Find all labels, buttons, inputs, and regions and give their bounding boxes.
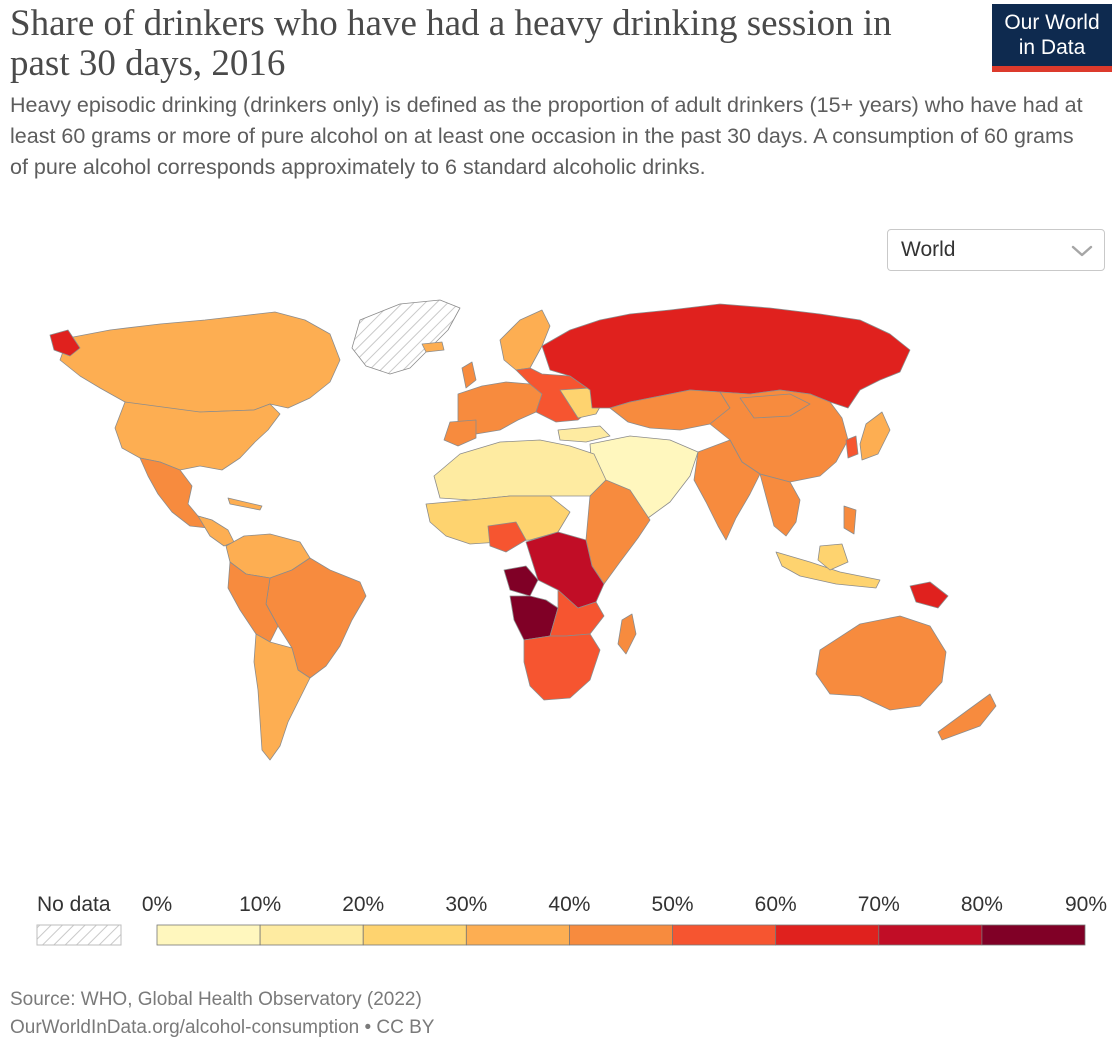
region-southeast-asia[interactable] [759,473,801,537]
region-russia[interactable] [541,303,911,409]
region-select-value: World [901,238,956,261]
region-indonesia[interactable] [775,551,881,589]
legend-bin[interactable] [981,924,1086,946]
region-congo-west[interactable] [503,565,539,597]
logo-accent-bar [992,66,1112,72]
legend-bin[interactable] [569,924,673,946]
legend-tick-label: 90% [1065,893,1107,916]
region-nigeria[interactable] [487,521,527,553]
logo-line-2: in Data [1018,36,1086,59]
legend-tick-label: 80% [961,893,1003,916]
logo-line-1: Our World [1004,11,1100,34]
owid-logo[interactable]: Our World in Data [992,4,1112,72]
legend-no-data-label: No data [37,893,111,916]
legend-tick-label: 10% [239,893,281,916]
region-peru-bolivia[interactable] [227,561,279,643]
legend-bin[interactable] [775,924,880,946]
region-alaska[interactable] [49,329,81,357]
region-select[interactable]: World [887,229,1105,271]
region-scandinavia[interactable] [499,309,551,371]
legend-tick-label: 0% [142,893,172,916]
region-central-america[interactable] [197,515,235,547]
region-australia[interactable] [815,615,947,711]
legend-bin[interactable] [465,924,570,946]
legend-bin[interactable] [672,924,777,946]
region-greenland[interactable] [351,299,461,375]
legend-bin[interactable] [878,924,983,946]
region-philippines[interactable] [843,505,857,535]
region-india[interactable] [693,439,761,541]
region-cuba[interactable] [227,497,263,511]
region-papua-new-guinea[interactable] [909,581,949,609]
legend-tick-label: 60% [755,893,797,916]
chart-subtitle: Heavy episodic drinking (drinkers only) … [10,93,1083,179]
chart-title: Share of drinkers who have had a heavy d… [10,3,892,84]
region-turkey[interactable] [557,425,611,443]
source-url[interactable]: OurWorldInData.org/alcohol-consumption •… [10,1017,435,1038]
region-argentina-chile[interactable] [253,633,311,761]
region-china[interactable] [709,389,849,483]
chevron-down-icon [1071,245,1093,257]
region-korea[interactable] [845,435,859,459]
region-canada[interactable] [59,311,341,413]
legend-tick-label: 70% [858,893,900,916]
region-madagascar[interactable] [617,613,637,655]
region-iceland[interactable] [421,341,445,353]
legend-tick-label: 40% [548,893,590,916]
world-map[interactable] [30,290,1090,770]
source-text: Source: WHO, Global Health Observatory (… [10,989,422,1010]
legend-bin[interactable] [259,924,364,946]
legend-no-data-swatch [36,924,122,946]
legend-tick-label: 20% [342,893,384,916]
region-borneo[interactable] [817,543,849,571]
region-north-africa[interactable] [433,439,607,501]
legend-tick-label: 30% [445,893,487,916]
region-brazil[interactable] [265,557,367,679]
source-note: Source: WHO, Global Health Observatory (… [10,986,910,1042]
color-legend: No data 0% 10% 20% 30% 40% 50% 60% 70% 80% 90% [36,893,1107,946]
region-new-zealand[interactable] [937,693,997,741]
region-iberia[interactable] [443,419,477,447]
region-southern-africa[interactable] [523,633,601,701]
legend-tick-label: 50% [652,893,694,916]
region-united-states[interactable] [114,401,281,471]
region-central-africa[interactable] [525,531,605,609]
region-uk[interactable] [461,361,477,389]
region-japan[interactable] [859,411,891,461]
region-mongolia[interactable] [739,393,811,419]
legend-bin[interactable] [156,924,261,946]
legend-bin[interactable] [362,924,467,946]
